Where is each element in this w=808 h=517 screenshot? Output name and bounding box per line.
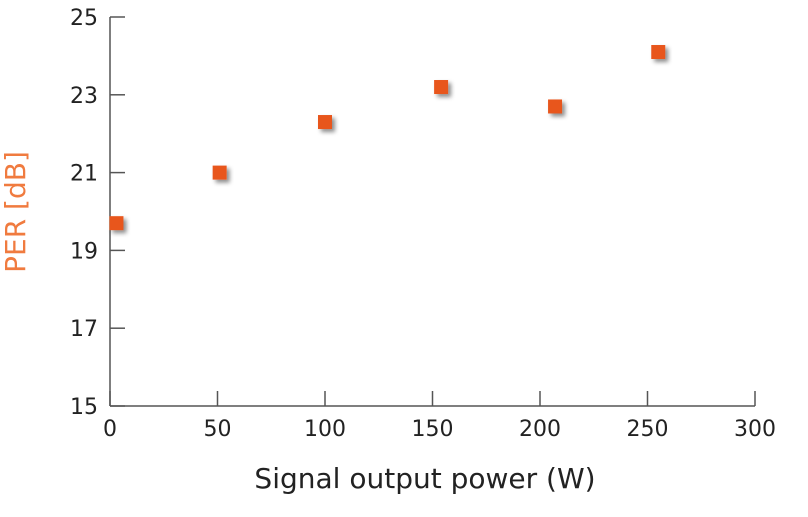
x-axis-label: Signal output power (W) (254, 462, 595, 495)
x-tick-label: 0 (103, 417, 117, 442)
data-point (548, 99, 563, 114)
x-tick-label: 300 (734, 417, 776, 442)
data-point (651, 45, 666, 60)
y-tick-label: 15 (70, 395, 98, 420)
y-tick-label: 25 (70, 6, 98, 31)
data-point (109, 216, 124, 231)
y-axis-label: PER [dB] (0, 151, 32, 273)
y-tick-label: 23 (70, 84, 98, 109)
data-point (434, 80, 449, 95)
x-tick-label: 150 (412, 417, 454, 442)
y-tick-label: 21 (70, 162, 98, 187)
y-tick-label: 17 (70, 317, 98, 342)
x-tick-label: 250 (627, 417, 669, 442)
y-tick-label: 19 (70, 239, 98, 264)
x-tick-label: 100 (304, 417, 346, 442)
data-point (212, 165, 227, 180)
data-point (318, 115, 332, 130)
x-tick-label: 200 (519, 417, 561, 442)
x-tick-label: 50 (204, 417, 232, 442)
